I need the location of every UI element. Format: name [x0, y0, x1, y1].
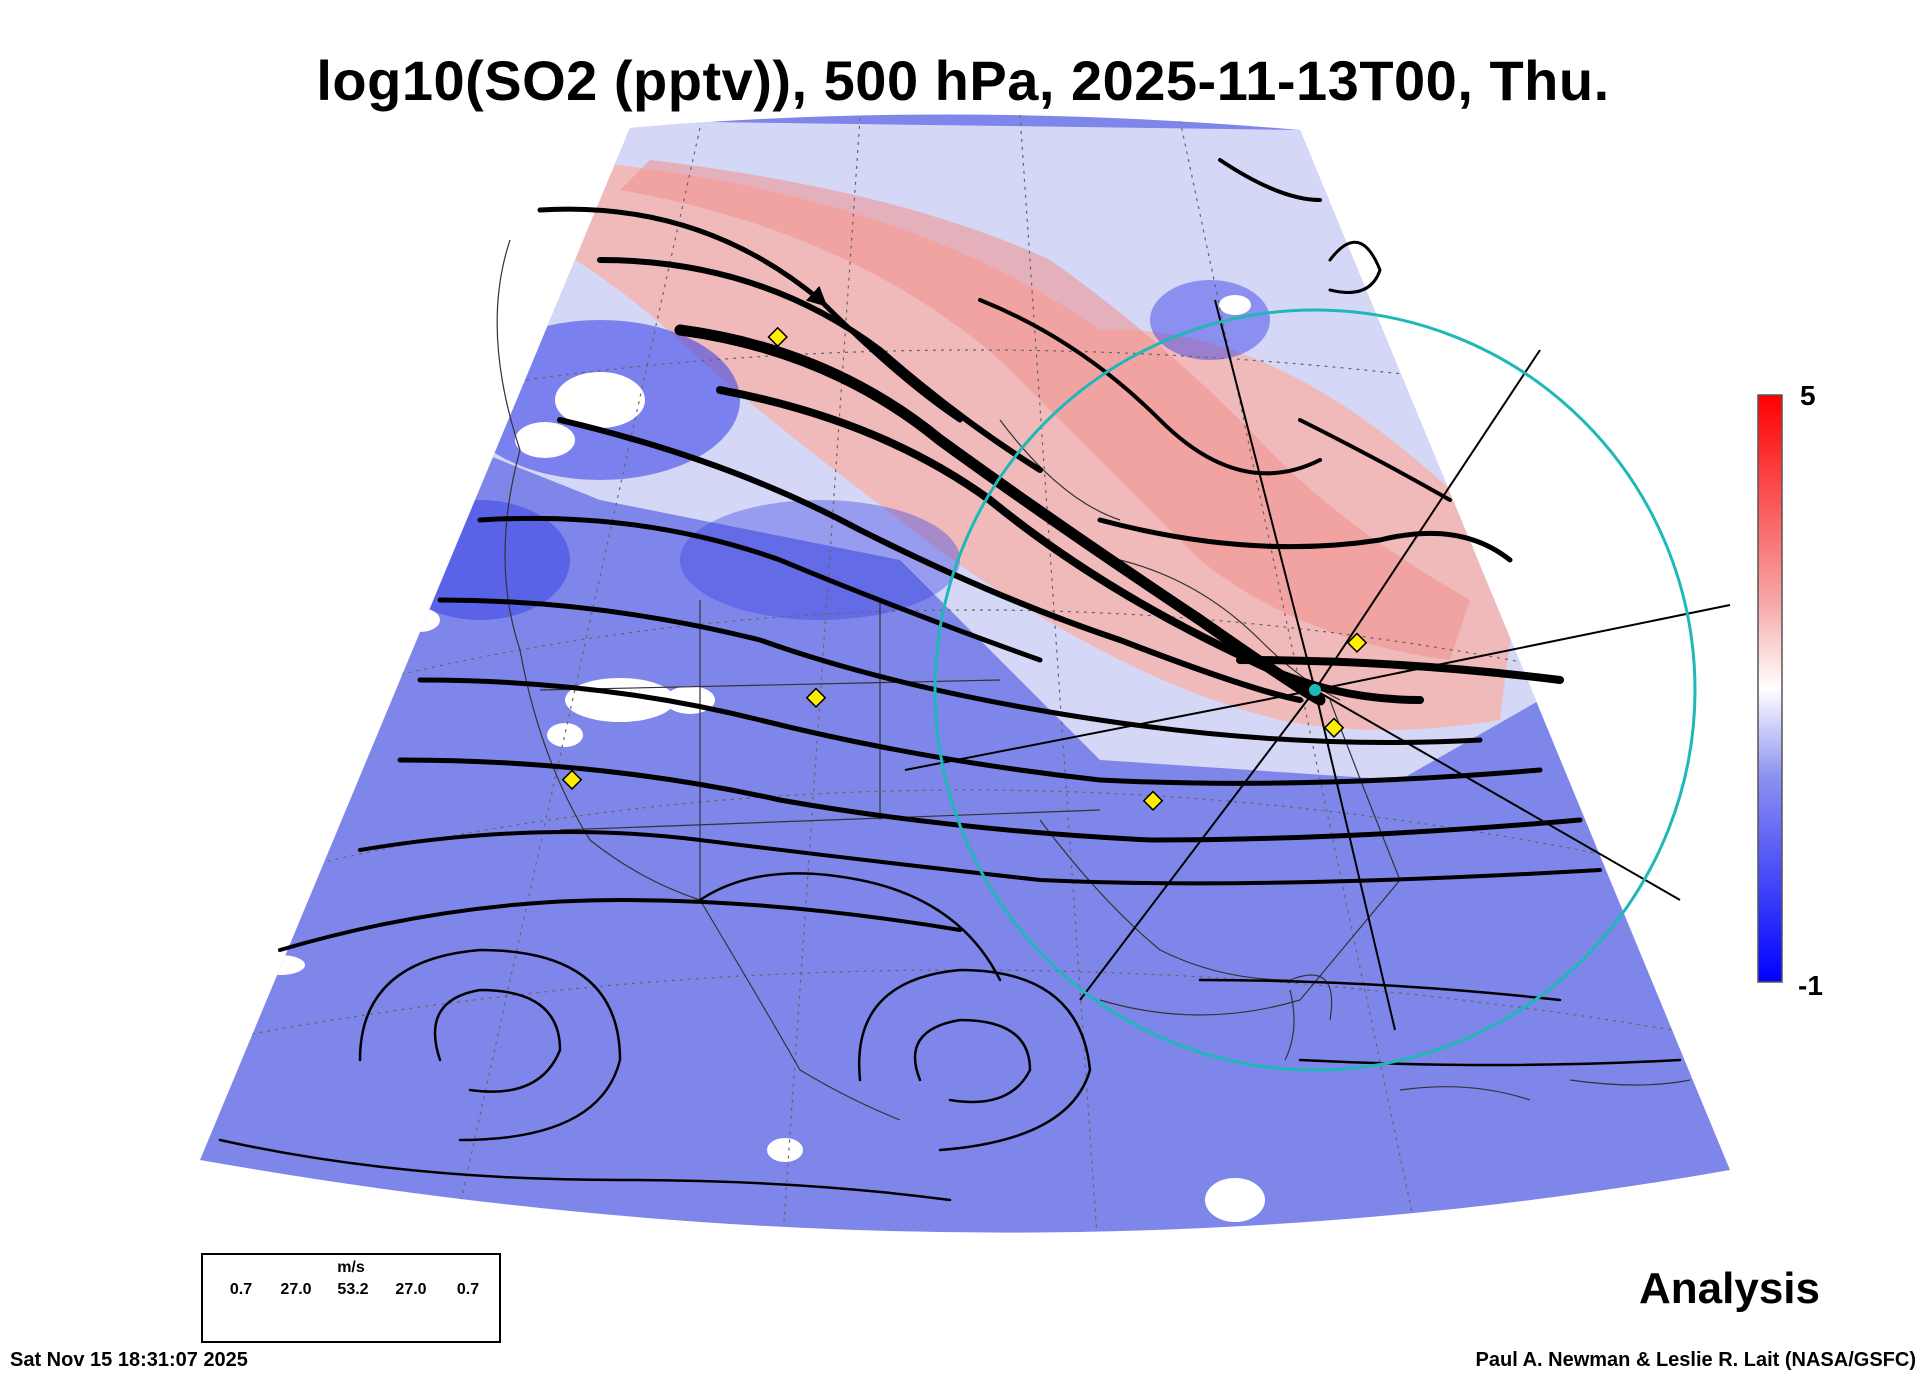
station-marker [1323, 717, 1345, 738]
streamline [437, 597, 1483, 745]
page-title: log10(SO2 (pptv)), 500 hPa, 2025-11-13T0… [316, 49, 1610, 112]
streamline [278, 897, 962, 952]
station-marker [1346, 632, 1368, 653]
wind-legend-value: 27.0 [280, 1281, 312, 1298]
streamline [698, 872, 1002, 982]
coastlines [496, 239, 1691, 1121]
streamline [1218, 158, 1322, 202]
streamlines [218, 158, 1682, 1202]
streamline [1097, 517, 1513, 563]
streamline [358, 948, 622, 1142]
streamline [1328, 240, 1382, 294]
station-marker [561, 769, 583, 790]
station-marker [805, 687, 827, 708]
streamline [537, 206, 963, 423]
streamline [477, 515, 1043, 663]
streamline [417, 677, 1543, 786]
streamline [1236, 656, 1564, 684]
wind-legend: m/s 0.7 27.0 53.2 27.0 0.7 [201, 1253, 501, 1343]
trajectory-lines [904, 299, 1731, 1031]
colorbar [1757, 394, 1783, 983]
streamline [1298, 1058, 1682, 1067]
colorbar-min-label: -1 [1798, 970, 1823, 1001]
streamline [597, 257, 1043, 473]
streamline [433, 988, 562, 1093]
station-marker [1142, 790, 1164, 811]
streamline [557, 417, 1303, 703]
station-markers [561, 326, 1368, 811]
map-domain [200, 114, 1730, 1233]
streamline [218, 1138, 952, 1202]
analysis-label: Analysis [1639, 1264, 1820, 1313]
streamline [913, 1018, 1032, 1104]
streamline [857, 968, 1092, 1152]
streamline [978, 298, 1322, 476]
center-marker [1309, 684, 1321, 696]
credit: Paul A. Newman & Leslie R. Lait (NASA/GS… [1475, 1349, 1916, 1371]
streamline [358, 830, 1602, 886]
colorbar-max-label: 5 [1800, 380, 1816, 411]
range-ring [933, 308, 1697, 1072]
streamline [397, 757, 1583, 843]
streamline [1198, 978, 1562, 1002]
streamline [1298, 418, 1452, 502]
wind-legend-unit: m/s [337, 1259, 365, 1276]
timestamp: Sat Nov 15 18:31:07 2025 [10, 1349, 248, 1371]
wind-legend-value: 0.7 [456, 1281, 480, 1298]
wind-legend-value: 0.7 [229, 1281, 253, 1298]
station-marker [767, 326, 788, 348]
wind-legend-value: 53.2 [337, 1281, 369, 1298]
wind-legend-value: 27.0 [395, 1281, 427, 1298]
